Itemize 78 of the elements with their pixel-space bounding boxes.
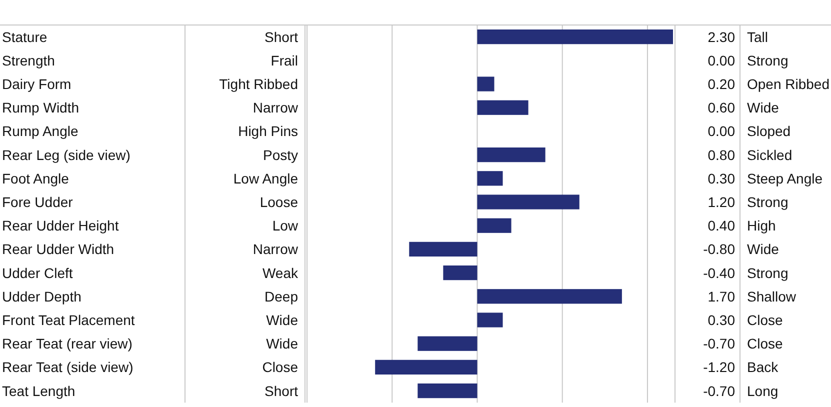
text: Sloped xyxy=(747,123,791,140)
text: Posty xyxy=(262,146,298,163)
text: Strong xyxy=(747,52,788,68)
text: Back xyxy=(747,359,780,376)
bar xyxy=(477,100,528,115)
y-tick-label: Rear Teat (side view) xyxy=(2,359,134,376)
text: Wide xyxy=(747,241,780,258)
bar xyxy=(477,289,622,304)
y-tick-label: Udder Cleft xyxy=(2,264,73,281)
data-label: -1.20 xyxy=(703,359,736,376)
text: Tall xyxy=(747,28,768,45)
data-label: 0.40 xyxy=(708,218,736,234)
bar xyxy=(443,265,478,280)
text: High xyxy=(747,218,776,234)
bar xyxy=(477,171,503,186)
text: Close xyxy=(262,359,298,376)
text: Sickled xyxy=(747,146,792,163)
text: Long xyxy=(747,382,778,399)
data-label: 0.30 xyxy=(708,170,736,186)
text: Strong xyxy=(747,264,788,281)
data-label: -0.40 xyxy=(703,264,736,281)
data-label: -0.70 xyxy=(703,336,736,352)
bar xyxy=(477,218,512,233)
y-tick-label: Stature xyxy=(2,28,48,45)
text: Wide xyxy=(747,100,780,116)
y-tick-label: Fore Udder xyxy=(2,194,74,210)
text: Frail xyxy=(270,52,298,68)
text: Wide xyxy=(266,336,298,352)
data-label: 0.00 xyxy=(708,52,736,68)
text: Shallow xyxy=(747,288,797,304)
bar xyxy=(409,242,478,257)
y-tick-label: Strength xyxy=(2,52,55,68)
bar xyxy=(477,312,503,328)
text: Low xyxy=(272,218,299,234)
y-tick-label: Rump Angle xyxy=(2,123,78,140)
data-label: 0.30 xyxy=(708,312,736,328)
y-tick-label: Rear Udder Height xyxy=(2,218,119,234)
text: High Pins xyxy=(238,123,298,140)
bar xyxy=(477,76,494,92)
data-label: 0.80 xyxy=(708,146,736,163)
data-label: -0.80 xyxy=(703,241,736,258)
bar xyxy=(418,383,478,398)
y-tick-label: Udder Depth xyxy=(2,288,82,304)
y-tick-label: Rear Teat (rear view) xyxy=(2,336,132,352)
y-tick-label: Rear Leg (side view) xyxy=(2,146,130,163)
text: Narrow xyxy=(252,100,299,116)
text: Short xyxy=(264,28,298,45)
text: Tight Ribbed xyxy=(219,76,298,92)
data-label: 0.60 xyxy=(708,100,736,116)
text: Close xyxy=(747,312,784,328)
y-tick-label: Dairy Form xyxy=(2,76,72,92)
data-label: 0.20 xyxy=(708,76,736,92)
text: Open Ribbed xyxy=(747,76,830,92)
bar xyxy=(418,336,478,351)
y-tick-label: Rear Udder Width xyxy=(2,241,114,258)
data-label: 1.20 xyxy=(708,194,736,210)
data-label: -0.70 xyxy=(703,382,736,399)
y-tick-label: Foot Angle xyxy=(2,170,70,186)
text: Weak xyxy=(262,264,299,281)
bar xyxy=(477,147,546,162)
bar xyxy=(477,194,580,210)
text: Short xyxy=(264,382,298,399)
data-label: 2.30 xyxy=(708,28,736,45)
bar xyxy=(375,360,478,375)
data-label: 1.70 xyxy=(708,288,736,304)
text: Deep xyxy=(264,288,298,304)
text: Steep Angle xyxy=(747,170,823,186)
bar xyxy=(477,29,673,44)
data-label: 0.00 xyxy=(708,123,736,140)
y-tick-label: Teat Length xyxy=(2,382,76,399)
text: Narrow xyxy=(252,241,299,258)
y-tick-label: Rump Width xyxy=(2,100,80,116)
text: Loose xyxy=(260,194,298,210)
text: Close xyxy=(747,336,784,352)
text: Wide xyxy=(266,312,298,328)
text: Strong xyxy=(747,194,788,210)
y-tick-label: Front Teat Placement xyxy=(2,312,135,328)
text: Low Angle xyxy=(233,170,298,186)
